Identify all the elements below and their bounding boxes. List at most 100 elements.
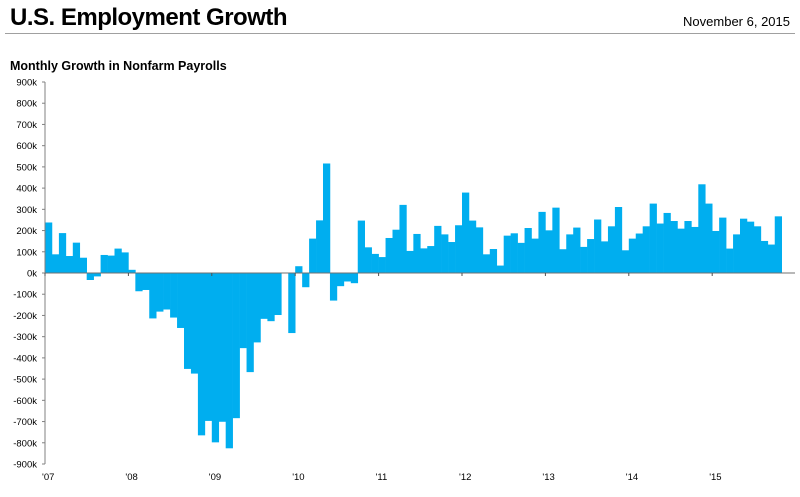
bar bbox=[663, 212, 671, 273]
bar bbox=[684, 221, 692, 273]
bar bbox=[510, 233, 518, 273]
bar bbox=[93, 273, 101, 277]
report-date: November 6, 2015 bbox=[683, 14, 790, 29]
bar bbox=[489, 249, 498, 273]
bar bbox=[475, 227, 484, 273]
bar bbox=[357, 220, 365, 273]
bar bbox=[288, 273, 296, 334]
bar bbox=[156, 273, 164, 312]
bar bbox=[468, 220, 477, 273]
y-tick-label: 0k bbox=[27, 269, 37, 280]
y-tick-label: -600k bbox=[13, 396, 37, 407]
bar bbox=[698, 184, 706, 273]
bar bbox=[58, 233, 67, 273]
bar bbox=[538, 211, 546, 273]
bar bbox=[302, 273, 310, 288]
bar bbox=[462, 192, 470, 273]
y-tick-label: 300k bbox=[16, 205, 37, 216]
bar bbox=[753, 226, 762, 273]
header-divider bbox=[5, 33, 795, 34]
y-tick-label: 600k bbox=[16, 141, 37, 152]
bar bbox=[364, 247, 372, 273]
y-tick-label: -100k bbox=[13, 290, 37, 301]
bar bbox=[253, 273, 261, 343]
x-tick-label: '13 bbox=[542, 472, 554, 483]
y-tick-label: 800k bbox=[16, 99, 37, 110]
bar bbox=[441, 234, 449, 273]
bar bbox=[295, 266, 303, 273]
bar bbox=[399, 204, 407, 273]
bar bbox=[72, 242, 81, 273]
bar bbox=[559, 249, 567, 273]
bar bbox=[649, 203, 657, 273]
bar bbox=[392, 229, 400, 273]
y-tick-label: -200k bbox=[13, 311, 37, 322]
bar bbox=[260, 273, 268, 319]
bar bbox=[239, 273, 247, 349]
x-tick-label: '08 bbox=[125, 472, 137, 483]
bar bbox=[170, 273, 178, 318]
bar bbox=[413, 233, 421, 273]
bar bbox=[218, 273, 226, 422]
x-tick-label: '09 bbox=[209, 472, 221, 483]
bar bbox=[336, 273, 345, 287]
bar bbox=[607, 226, 616, 273]
bar bbox=[621, 250, 630, 273]
bar bbox=[670, 221, 678, 273]
bar bbox=[705, 203, 713, 273]
bar bbox=[211, 273, 220, 443]
bar bbox=[448, 242, 456, 273]
bar bbox=[503, 235, 511, 273]
bar bbox=[45, 222, 53, 273]
chart-title: Monthly Growth in Nonfarm Payrolls bbox=[10, 59, 227, 73]
x-tick-label: '12 bbox=[459, 472, 471, 483]
y-tick-label: -300k bbox=[13, 332, 37, 343]
bar bbox=[232, 273, 240, 419]
bar bbox=[343, 273, 352, 282]
bar bbox=[656, 223, 664, 273]
y-tick-label: -700k bbox=[13, 417, 37, 428]
bar bbox=[309, 238, 317, 273]
bar bbox=[455, 225, 463, 273]
bar bbox=[371, 253, 379, 273]
y-tick-label: -500k bbox=[13, 375, 37, 386]
bar bbox=[128, 269, 136, 273]
bar bbox=[184, 273, 192, 369]
bar bbox=[434, 225, 442, 273]
bar bbox=[726, 248, 734, 273]
bar bbox=[114, 248, 122, 273]
bar bbox=[350, 273, 359, 284]
bar bbox=[746, 221, 755, 273]
page-title: U.S. Employment Growth bbox=[10, 4, 288, 31]
bar bbox=[587, 239, 595, 273]
y-tick-label: -400k bbox=[13, 353, 37, 364]
bar bbox=[142, 273, 150, 290]
bar bbox=[149, 273, 157, 319]
bar bbox=[552, 207, 560, 273]
bar bbox=[190, 273, 199, 374]
bar bbox=[323, 163, 331, 273]
bar bbox=[719, 217, 727, 273]
bar bbox=[601, 241, 609, 273]
y-tick-label: 700k bbox=[16, 120, 37, 131]
x-tick-label: '14 bbox=[626, 472, 638, 483]
bar bbox=[197, 273, 206, 436]
bar bbox=[65, 256, 74, 273]
bar bbox=[225, 273, 233, 449]
bar bbox=[614, 207, 623, 273]
bar bbox=[566, 234, 574, 273]
bar bbox=[677, 228, 685, 273]
bar bbox=[204, 273, 213, 421]
bar bbox=[573, 227, 581, 273]
bar bbox=[420, 248, 428, 273]
x-tick-label: '11 bbox=[376, 472, 388, 483]
bar bbox=[107, 255, 115, 273]
bar bbox=[760, 240, 769, 273]
bar bbox=[427, 246, 435, 273]
bar bbox=[774, 216, 782, 273]
bar bbox=[79, 257, 87, 273]
bar bbox=[274, 273, 282, 316]
bar bbox=[482, 254, 491, 273]
y-tick-label: 400k bbox=[16, 184, 37, 195]
